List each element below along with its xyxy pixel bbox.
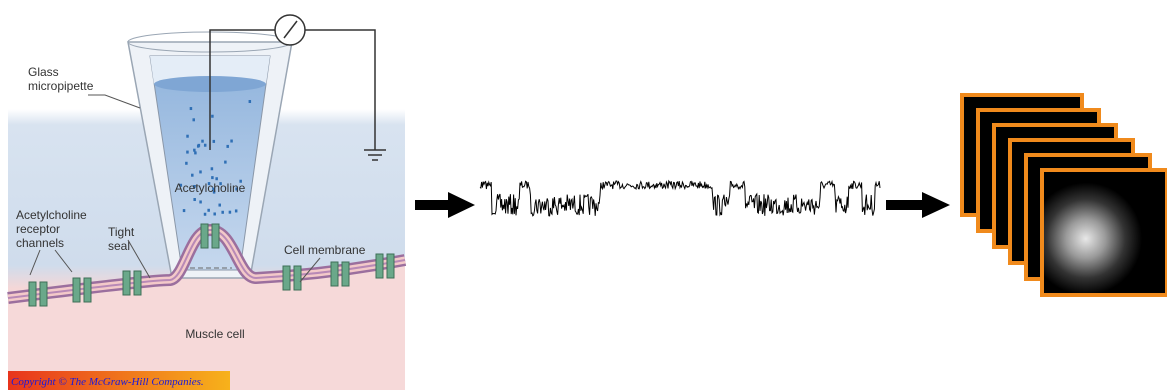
diagram: Glassmicropipette Acetylcholine Acetylch… bbox=[0, 0, 1167, 390]
dot bbox=[186, 135, 189, 138]
page: {"labels": { "glass_micropipette": ["Gla… bbox=[0, 0, 1167, 390]
dot bbox=[193, 198, 196, 201]
dot bbox=[199, 200, 202, 203]
current-trace bbox=[480, 181, 880, 216]
arrow bbox=[415, 192, 475, 218]
dot bbox=[211, 167, 214, 170]
dot bbox=[194, 151, 197, 154]
dot bbox=[198, 144, 201, 147]
dot bbox=[221, 211, 224, 214]
label: Cell membrane bbox=[284, 243, 366, 257]
copyright: Copyright © The McGraw-Hill Companies. bbox=[11, 376, 204, 388]
dot bbox=[226, 145, 229, 148]
dot bbox=[199, 170, 202, 173]
dot bbox=[224, 161, 227, 164]
dot bbox=[190, 107, 193, 110]
frame bbox=[1042, 170, 1167, 295]
dot bbox=[218, 204, 221, 207]
dot bbox=[204, 213, 207, 216]
dot bbox=[249, 100, 252, 103]
dot bbox=[229, 211, 232, 214]
dot bbox=[213, 140, 216, 143]
dot bbox=[213, 212, 216, 215]
image-frames bbox=[962, 95, 1167, 295]
label: Acetylcholine bbox=[175, 181, 246, 195]
dot bbox=[183, 209, 186, 212]
dot bbox=[193, 149, 196, 152]
dot bbox=[185, 162, 188, 165]
dot bbox=[201, 140, 204, 143]
dot bbox=[204, 144, 207, 147]
dot bbox=[235, 209, 238, 212]
dot bbox=[186, 151, 189, 154]
dot bbox=[230, 140, 233, 143]
dot bbox=[215, 177, 218, 180]
dot bbox=[192, 118, 195, 121]
dot bbox=[211, 115, 214, 118]
arrow bbox=[886, 192, 950, 218]
label: Muscle cell bbox=[185, 327, 244, 341]
dot bbox=[207, 209, 210, 212]
dot bbox=[191, 174, 194, 177]
dot bbox=[211, 176, 214, 179]
